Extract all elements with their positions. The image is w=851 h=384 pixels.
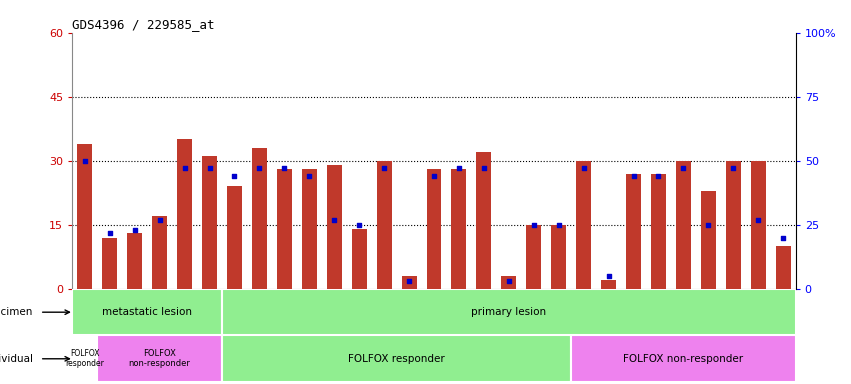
Point: [178, 166, 191, 172]
Point: [78, 158, 92, 164]
Point: [427, 173, 441, 179]
Bar: [227, 186, 242, 289]
Bar: [626, 174, 641, 289]
Bar: [252, 148, 267, 289]
Bar: [202, 157, 217, 289]
Point: [128, 227, 141, 233]
Bar: [97, 336, 222, 382]
Bar: [776, 246, 791, 289]
Point: [502, 278, 516, 284]
Text: FOLFOX responder: FOLFOX responder: [348, 354, 445, 364]
Point: [228, 173, 242, 179]
Text: FOLFOX non-responder: FOLFOX non-responder: [624, 354, 744, 364]
Point: [602, 273, 615, 279]
Bar: [426, 169, 442, 289]
Bar: [222, 336, 571, 382]
Point: [477, 166, 491, 172]
Text: GDS4396 / 229585_at: GDS4396 / 229585_at: [72, 18, 214, 31]
Bar: [72, 336, 97, 382]
Text: FOLFOX
responder: FOLFOX responder: [66, 349, 104, 368]
Bar: [152, 216, 167, 289]
Bar: [701, 191, 716, 289]
Point: [626, 173, 640, 179]
Bar: [651, 174, 666, 289]
Point: [751, 217, 765, 223]
Bar: [551, 225, 566, 289]
Point: [203, 166, 216, 172]
Point: [776, 235, 790, 241]
Bar: [576, 161, 591, 289]
Bar: [402, 276, 416, 289]
Point: [452, 166, 465, 172]
Bar: [277, 169, 292, 289]
Bar: [526, 225, 541, 289]
Bar: [751, 161, 766, 289]
Point: [103, 230, 117, 236]
Point: [328, 217, 341, 223]
Bar: [102, 238, 117, 289]
Point: [652, 173, 665, 179]
Point: [377, 166, 391, 172]
Point: [577, 166, 591, 172]
Bar: [222, 289, 796, 336]
Bar: [501, 276, 517, 289]
Text: specimen: specimen: [0, 307, 32, 317]
Text: metastatic lesion: metastatic lesion: [102, 307, 192, 317]
Point: [677, 166, 690, 172]
Bar: [452, 169, 466, 289]
Bar: [477, 152, 491, 289]
Bar: [377, 161, 391, 289]
Bar: [302, 169, 317, 289]
Point: [403, 278, 416, 284]
Bar: [177, 139, 192, 289]
Bar: [77, 144, 92, 289]
Bar: [676, 161, 691, 289]
Bar: [601, 280, 616, 289]
Point: [527, 222, 540, 228]
Bar: [127, 233, 142, 289]
Point: [302, 173, 316, 179]
Text: primary lesion: primary lesion: [471, 307, 546, 317]
Bar: [327, 165, 342, 289]
Point: [552, 222, 566, 228]
Point: [153, 217, 167, 223]
Point: [253, 166, 266, 172]
Bar: [726, 161, 741, 289]
Point: [727, 166, 740, 172]
Point: [352, 222, 366, 228]
Text: FOLFOX
non-responder: FOLFOX non-responder: [129, 349, 191, 368]
Text: individual: individual: [0, 354, 32, 364]
Point: [277, 166, 291, 172]
Bar: [571, 336, 796, 382]
Point: [701, 222, 715, 228]
Bar: [72, 289, 222, 336]
Bar: [351, 229, 367, 289]
